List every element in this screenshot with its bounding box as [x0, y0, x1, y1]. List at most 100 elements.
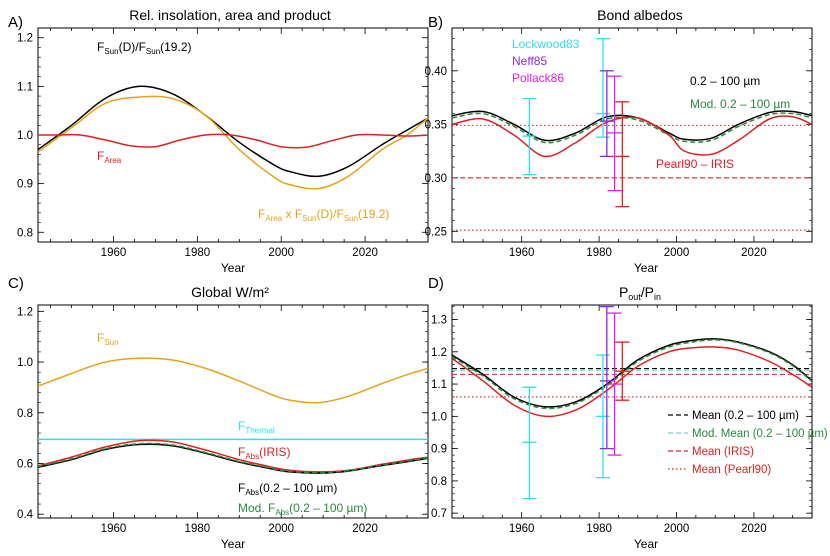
p1-xtick-label-1960: 1960: [509, 247, 535, 259]
p0-series-0: [38, 85, 428, 178]
panel-a-plot: 1960 1980 2000 2020 0.8 0.9 1.0 1.1 1.2: [17, 27, 429, 259]
p1-ytick-label-3: 0.40: [425, 66, 447, 78]
panel-d-title-mid: /P: [641, 284, 654, 300]
p3-series-0: [452, 338, 812, 408]
p2-series-2: [38, 439, 428, 473]
p2-ytick-label-1: 0.6: [17, 458, 33, 470]
panel-b-label-neff85: Neff85: [512, 54, 547, 68]
panel-d-plot: 1960 1980 2000 2020 0.7 0.8 0.9 1.0 1.1 1.2 1.3: [431, 304, 813, 535]
p3-errorbar-3: [607, 312, 622, 456]
panel-b-label-mod-band: Mod. 0.2 – 100 µm: [690, 97, 790, 111]
panel-c-label-mod-fabs: Mod. FAbs(0.2 – 100 µm): [238, 501, 367, 517]
p1-series-1: [452, 112, 812, 144]
panel-a-label-farea: FArea: [97, 149, 122, 165]
p3-errorbar-2: [599, 305, 614, 450]
p0-xtick-label-2000: 2000: [268, 247, 294, 259]
p0-ytick-label-0: 0.8: [17, 227, 33, 239]
p0-xtick-label-1960: 1960: [101, 247, 127, 259]
p1-ytick-label-0: 0.25: [425, 226, 447, 238]
panel-letter-d: D): [428, 275, 444, 292]
panel-b-xlabel: Year: [634, 261, 658, 275]
p0-ytick-label-1: 0.9: [17, 179, 33, 191]
panel-d-title-sub2: in: [654, 292, 661, 302]
p2-xtick-label-2020: 2020: [352, 523, 378, 535]
p3-series-2: [452, 346, 812, 418]
panel-c-title: Global W/m²: [191, 284, 269, 300]
p2-frame: [37, 304, 429, 519]
panel-b-label-lockwood83: Lockwood83: [512, 37, 580, 51]
p3-ytick-label-5: 1.2: [431, 347, 447, 359]
p1-frame: [451, 27, 813, 243]
p1-xtick-label-1980: 1980: [586, 247, 612, 259]
panel-a-title: Rel. insolation, area and product: [129, 7, 331, 23]
p2-xtick-label-1980: 1980: [185, 523, 211, 535]
p3-ytick-label-4: 1.1: [431, 379, 447, 391]
p3-frame: [451, 304, 813, 519]
p0-series-2: [38, 133, 428, 149]
p3-xtick-label-1980: 1980: [586, 523, 612, 535]
p0-ytick-label-3: 1.1: [17, 81, 33, 93]
p1-series-2: [452, 115, 812, 158]
p3-ytick-label-2: 0.9: [431, 444, 447, 456]
p2-series-0: [38, 357, 428, 404]
panel-b-label-pollack86: Pollack86: [512, 71, 564, 85]
p1-xtick-label-2000: 2000: [664, 247, 690, 259]
panel-c-label-fabs-band: FAbs(0.2 – 100 µm): [238, 481, 337, 497]
panel-letter-c: C): [8, 275, 24, 292]
p3-ytick-label-6: 1.3: [431, 315, 447, 327]
p1-errorbar-4: [615, 101, 630, 208]
p0-xtick-label-1980: 1980: [185, 247, 211, 259]
p2-xtick-label-1960: 1960: [101, 523, 127, 535]
panel-d-xlabel: Year: [634, 537, 658, 551]
p1-ytick-label-2: 0.35: [425, 119, 447, 131]
panel-b-label-band: 0.2 – 100 µm: [690, 74, 760, 88]
p0-series-1: [38, 95, 428, 190]
p0-ytick-label-4: 1.2: [17, 33, 33, 45]
panel-b-title: Bond albedos: [597, 7, 683, 23]
p3-xtick-label-1960: 1960: [509, 523, 535, 535]
p0-data-layer: [38, 85, 428, 190]
p0-ytick-label-2: 1.0: [17, 130, 33, 142]
panel-c-label-fsun: FSun: [97, 331, 119, 347]
panel-a-label-product: FArea x FSun(D)/FSun(19.2): [258, 207, 389, 223]
p1-data-layer: [452, 110, 812, 231]
panel-d-title: Pout/Pin: [619, 284, 661, 302]
p1-errorbar-2: [599, 70, 614, 158]
legend-label-mean-pearl90: Mean (Pearl90): [692, 464, 771, 476]
p3-data-layer: [452, 338, 812, 418]
panel-letter-b: B): [428, 14, 443, 31]
panel-b-label-pearl90-iris: Pearl90 – IRIS: [656, 157, 734, 171]
panel-c-label-fabs-iris: FAbs(IRIS): [238, 445, 290, 461]
panel-c-label-fthermal: FThermal: [238, 419, 275, 435]
p3-errorbar-0: [522, 386, 537, 500]
p3-ytick-label-3: 1.0: [431, 411, 447, 423]
panel-c-xlabel: Year: [221, 537, 245, 551]
legend-label-mean-iris: Mean (IRIS): [692, 446, 754, 458]
p2-ytick-label-4: 1.2: [17, 306, 33, 318]
panel-d-title-main: P: [619, 284, 628, 300]
panel-d-title-sub1: out: [628, 292, 641, 302]
panel-d-legend: Mean (0.2 – 100 µm) Mod. Mean (0.2 – 100…: [668, 410, 828, 476]
p3-ytick-label-0: 0.7: [431, 508, 447, 520]
panel-b-plot: 1960 1980 2000 2020 0.25 0.30 0.35 0.40: [425, 27, 813, 259]
p2-data-layer: [38, 357, 428, 474]
p3-errorbar-4: [615, 341, 630, 401]
p3-xtick-label-2020: 2020: [741, 523, 767, 535]
panel-a-label-fsun-ratio: FSun(D)/FSun(19.2): [97, 40, 192, 56]
panel-c-plot: 1960 1980 2000 2020 0.4 0.6 0.8 1.0 1.2: [17, 304, 429, 535]
legend-label-mean-band: Mean (0.2 – 100 µm): [692, 410, 799, 422]
p3-xtick-label-2000: 2000: [664, 523, 690, 535]
p3-ytick-label-1: 0.8: [431, 476, 447, 488]
p1-xtick-label-2020: 2020: [741, 247, 767, 259]
p2-xtick-label-2000: 2000: [268, 523, 294, 535]
p0-xtick-label-2020: 2020: [352, 247, 378, 259]
p2-ytick-label-2: 0.8: [17, 408, 33, 420]
panel-letter-a: A): [8, 14, 23, 31]
p2-ytick-label-3: 1.0: [17, 357, 33, 369]
p3-series-1: [452, 339, 812, 410]
p1-ytick-label-1: 0.30: [425, 173, 447, 185]
p3-errorbar-1: [595, 354, 610, 479]
p2-series-4: [38, 442, 428, 474]
legend-label-mod-mean: Mod. Mean (0.2 – 100 µm): [692, 428, 828, 440]
